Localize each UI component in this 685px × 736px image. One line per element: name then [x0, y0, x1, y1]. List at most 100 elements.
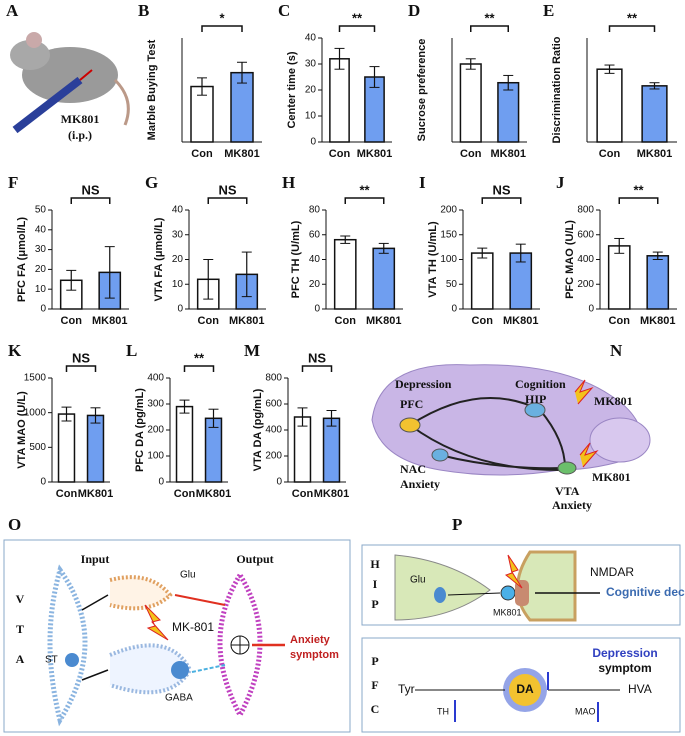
label: symptom — [598, 661, 651, 675]
significance-label: * — [219, 10, 225, 25]
panel-label: B — [138, 1, 149, 20]
x-tick-label: MK801 — [314, 488, 349, 500]
y-tick-label: 800 — [577, 205, 594, 216]
vesicle — [65, 653, 79, 667]
label: MK801 — [594, 394, 633, 408]
region-letter: P — [371, 597, 378, 611]
y-axis-label: Discrimination Ratio — [551, 36, 563, 143]
region-letter: C — [371, 702, 380, 716]
panel-label: F — [8, 173, 18, 192]
y-tick-label: 30 — [172, 229, 184, 240]
y-axis-label: VTA DA (pg/mL) — [252, 388, 264, 471]
mouse-ear — [26, 32, 42, 48]
y-tick-label: 400 — [265, 425, 282, 436]
panel-label: P — [452, 515, 462, 534]
x-tick-label: Con — [335, 315, 357, 327]
x-tick-label: Con — [61, 315, 83, 327]
y-tick-label: 40 — [305, 33, 317, 44]
hip-node — [524, 402, 546, 418]
y-tick-label: 0 — [451, 304, 457, 315]
label: Depression — [592, 646, 657, 660]
lightning — [579, 442, 599, 468]
region-letter: A — [16, 652, 25, 666]
significance-bracket — [65, 365, 97, 372]
x-tick-label: MK801 — [366, 315, 401, 327]
x-tick-label: MK801 — [229, 315, 264, 327]
x-tick-label: Con — [472, 315, 494, 327]
y-tick-label: 100 — [440, 254, 457, 265]
significance-label: ** — [627, 10, 638, 25]
presynaptic — [394, 554, 491, 621]
region-letter: V — [16, 592, 25, 606]
syringe — [12, 76, 83, 134]
bar — [322, 417, 341, 483]
significance-label: NS — [492, 182, 510, 197]
glu-neuron — [109, 575, 173, 611]
x-tick-label: Con — [292, 488, 314, 500]
mk801-molecule — [500, 585, 516, 601]
y-axis-label: Marble Buying Test — [146, 39, 158, 140]
label: Depression — [395, 377, 452, 391]
arrow — [174, 594, 226, 606]
label: HVA — [628, 682, 652, 696]
y-tick-label: 30 — [35, 244, 47, 255]
label: MK801 — [592, 470, 631, 484]
drug-label: MK801 — [61, 112, 100, 126]
y-tick-label: 0 — [40, 477, 46, 488]
y-tick-label: 60 — [309, 229, 321, 240]
y-tick-label: 0 — [314, 304, 320, 315]
y-tick-label: 50 — [35, 205, 47, 216]
panel-chart: H PFC TH (U/mL) 0 20 40 60 80 Con MK801 ** — [282, 173, 403, 327]
panel-label: D — [408, 1, 420, 20]
y-tick-label: 1000 — [24, 407, 47, 418]
label: Anxiety — [552, 498, 592, 512]
y-tick-label: 600 — [577, 229, 594, 240]
y-tick-label: 80 — [309, 205, 321, 216]
region-letter: T — [16, 622, 24, 636]
panel-p: P H I P Glu NMDAR MK801 Cognitive declin… — [361, 515, 685, 733]
x-tick-label: MK801 — [491, 148, 526, 160]
significance-bracket — [338, 25, 376, 32]
panel-o: O V T A Input Output Glu MK-801 GABA ST … — [3, 515, 351, 733]
panel-label: N — [610, 341, 623, 360]
x-tick-label: MK801 — [637, 148, 672, 160]
x-tick-label: Con — [174, 488, 196, 500]
y-tick-label: 600 — [265, 399, 282, 410]
label: VTA — [555, 484, 580, 498]
x-tick-label: Con — [329, 148, 351, 160]
label: HIP — [525, 392, 546, 406]
panel-chart: F PFC FA (μmol/L) 0 10 20 30 40 50 Con MK801 NS — [8, 173, 129, 327]
bar — [607, 245, 631, 310]
panel-label: M — [244, 341, 260, 360]
significance-bracket — [301, 365, 333, 372]
y-tick-label: 200 — [577, 279, 594, 290]
y-tick-label: 20 — [309, 279, 321, 290]
y-axis-label: VTA FA (μmol/L) — [153, 217, 165, 301]
significance-label: NS — [72, 350, 90, 365]
label: symptom — [290, 649, 339, 661]
bar — [372, 247, 396, 310]
significance-label: ** — [194, 350, 205, 365]
region-letter: H — [370, 557, 380, 571]
mouse-head — [10, 40, 50, 70]
x-tick-label: MK801 — [503, 315, 538, 327]
y-axis-label: Sucrose preference — [416, 39, 428, 142]
panel-chart: I VTA TH (U/mL) 0 50 100 150 200 Con MK801 NS — [419, 173, 540, 327]
x-tick-label: MK801 — [357, 148, 392, 160]
y-tick-label: 40 — [309, 254, 321, 265]
bar — [596, 68, 623, 143]
significance-bracket — [344, 197, 385, 204]
significance-bracket — [618, 197, 659, 204]
y-tick-label: 20 — [172, 254, 184, 265]
panel-label: L — [126, 341, 137, 360]
region-letter: I — [373, 577, 378, 591]
region-letter: P — [371, 654, 378, 668]
cerebellum — [589, 417, 651, 463]
significance-bracket — [608, 25, 656, 32]
panel-label: E — [543, 1, 554, 20]
x-tick-label: Con — [198, 315, 220, 327]
label: Output — [236, 552, 273, 566]
y-tick-label: 100 — [147, 451, 164, 462]
y-tick-label: 30 — [305, 59, 317, 70]
bar — [470, 252, 494, 310]
